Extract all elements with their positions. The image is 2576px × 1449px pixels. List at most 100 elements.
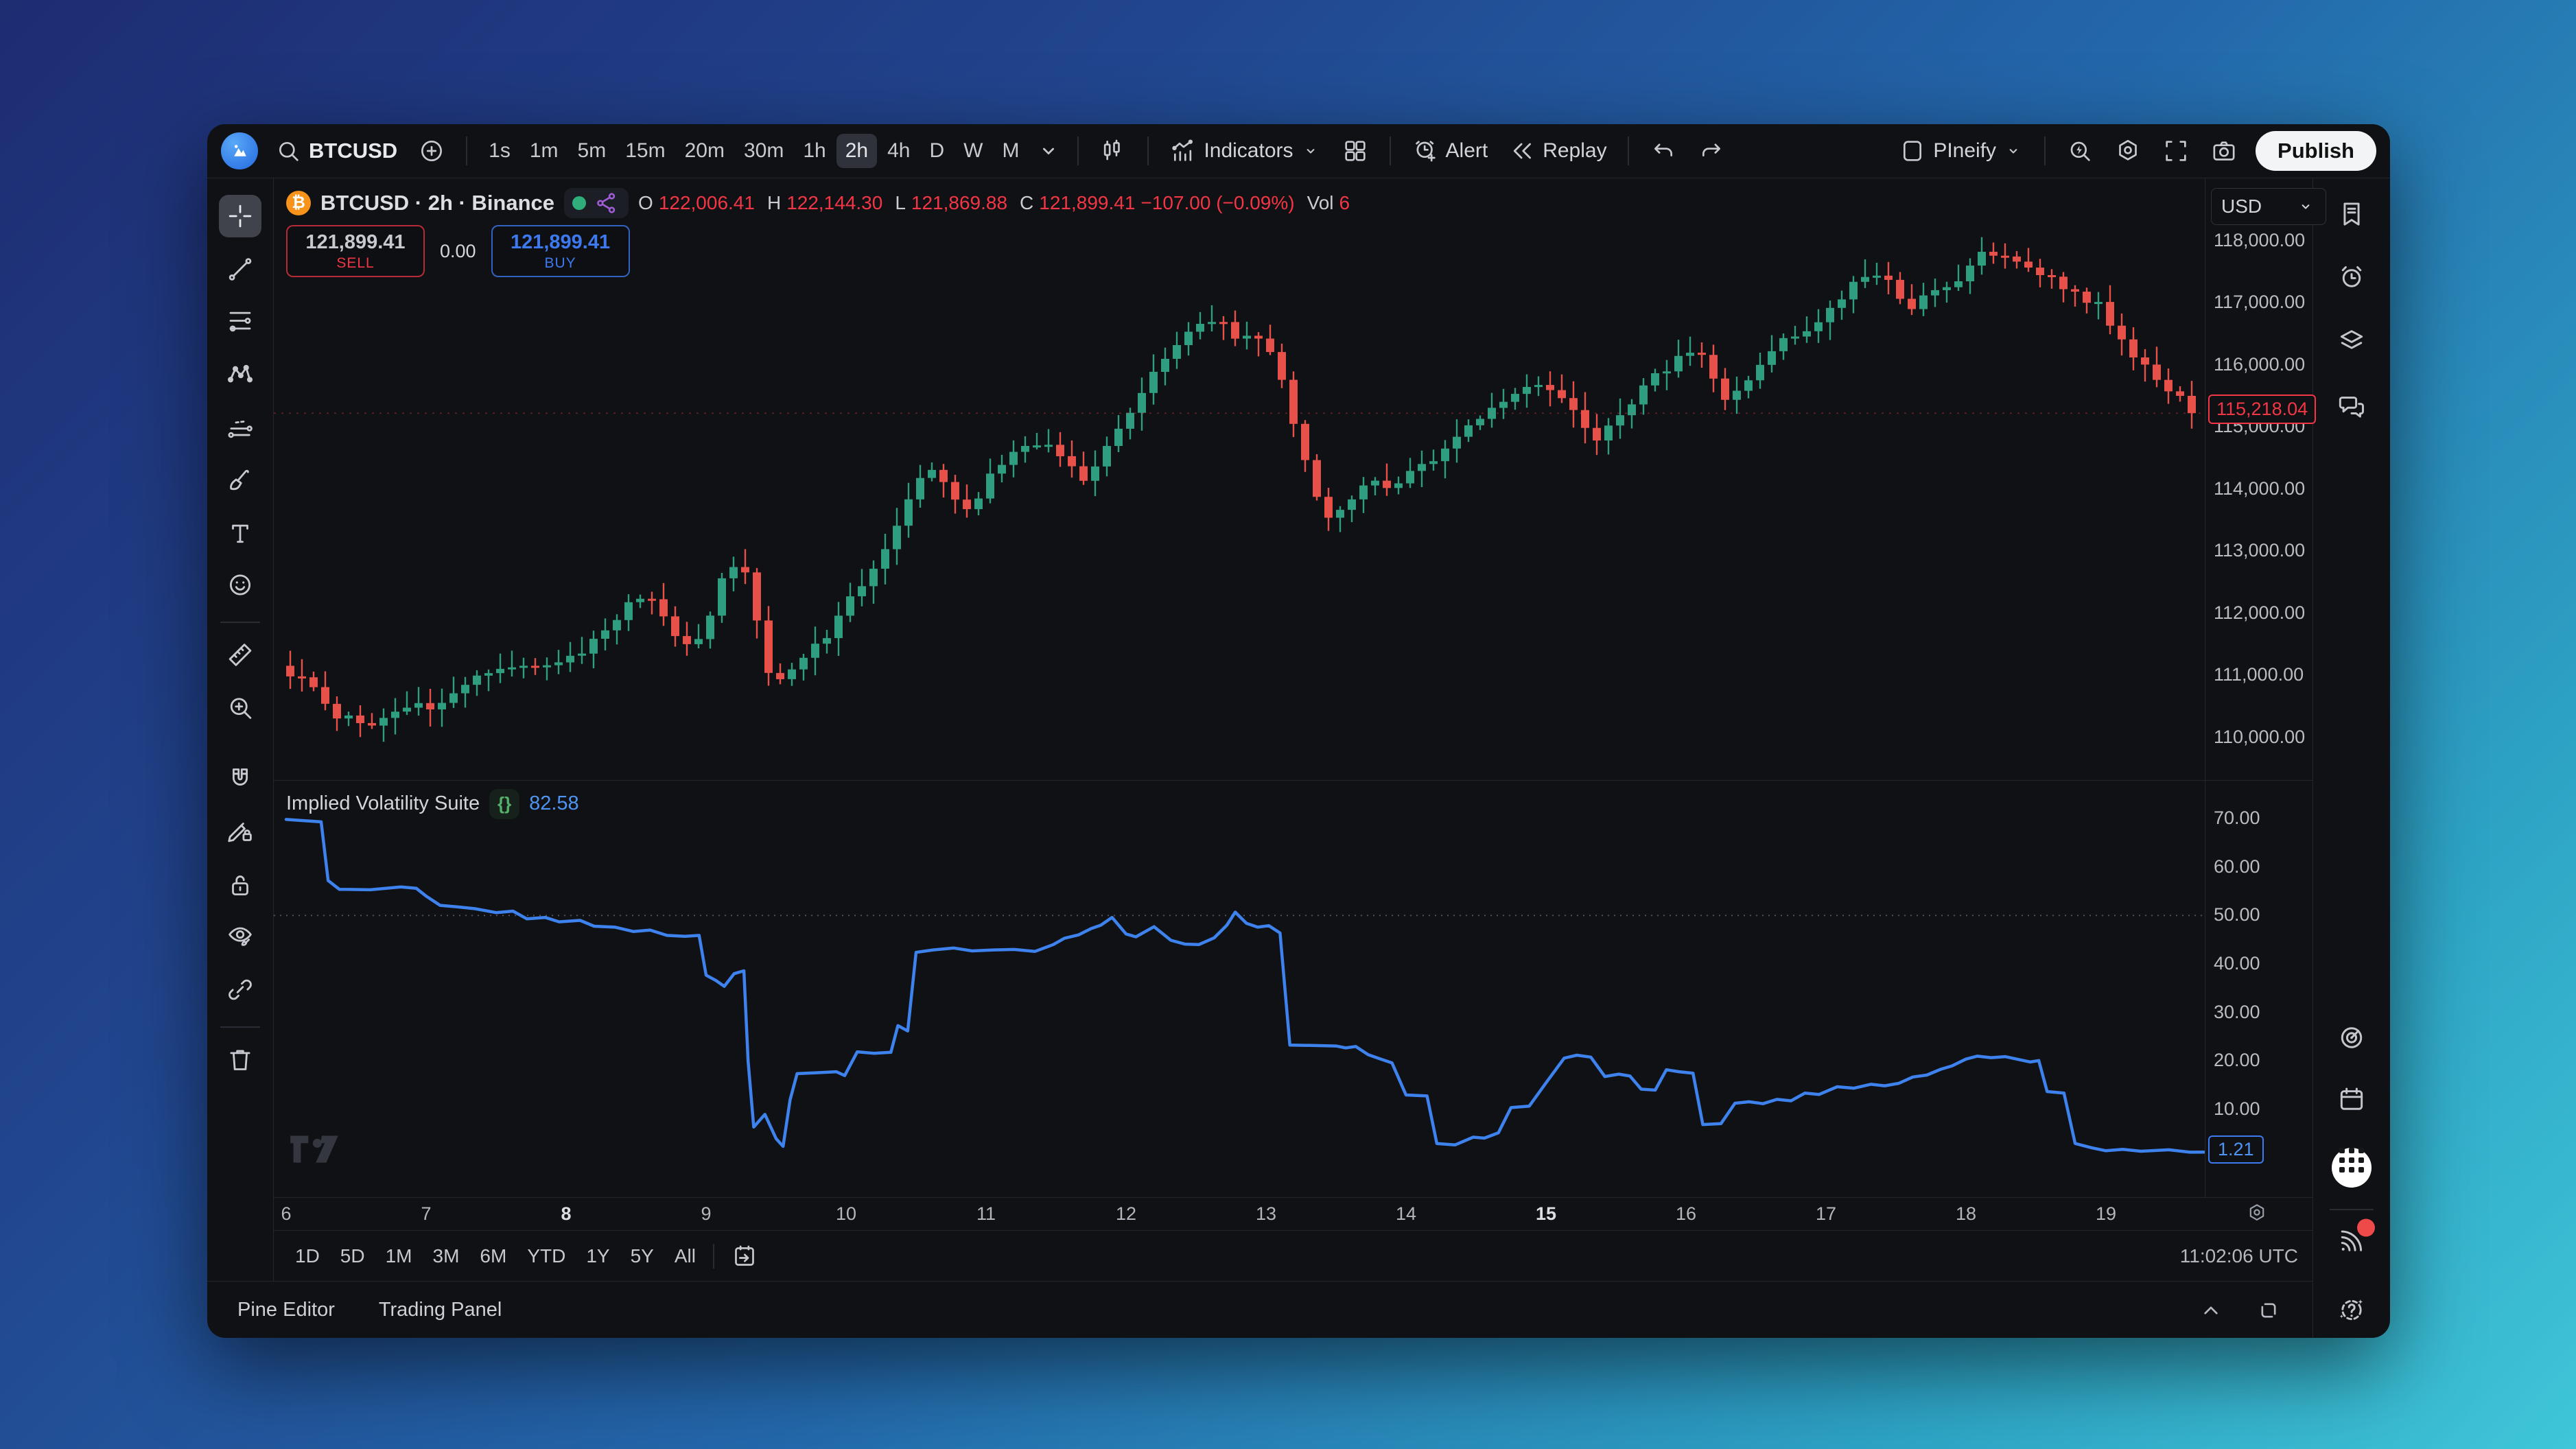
indicator-axis[interactable]: 1.21 70.00 60.00 50.00 40.00 30.00 20.00 10.00 — [2205, 780, 2313, 1198]
pine-source-icon[interactable]: {} — [489, 788, 520, 819]
range-5d[interactable]: 5D — [331, 1240, 374, 1273]
currency-dropdown[interactable]: USD — [2211, 188, 2326, 225]
restore-window-icon[interactable] — [2255, 1297, 2282, 1324]
indicator-tick: 20.00 — [2214, 1050, 2260, 1071]
timeframe-1s[interactable]: 1s — [480, 134, 519, 168]
range-1m[interactable]: 1M — [377, 1240, 421, 1273]
projection-tool[interactable] — [226, 413, 255, 445]
timeframe-15m[interactable]: 15m — [616, 134, 674, 168]
range-1y[interactable]: 1Y — [577, 1240, 618, 1273]
sidebar-help-button[interactable] — [2337, 1295, 2367, 1329]
drawing-mode-tool[interactable] — [226, 816, 255, 849]
buy-button[interactable]: 121,899.41 BUY — [491, 225, 630, 277]
timeframe-expand-button[interactable] — [1032, 132, 1065, 170]
clock[interactable]: 11:02:06 UTC — [2179, 1245, 2298, 1267]
toolbar-separator — [712, 1243, 714, 1269]
chart-style-button[interactable] — [1091, 132, 1135, 170]
timeframe-1h[interactable]: 1h — [794, 134, 834, 168]
hide-drawings-tool[interactable] — [226, 921, 255, 954]
range-5y[interactable]: 5Y — [622, 1240, 663, 1273]
lock-drawings-tool[interactable] — [226, 871, 255, 904]
pine-editor-tab[interactable]: Pine Editor — [237, 1299, 335, 1321]
trend-line-icon — [226, 255, 255, 284]
settings-button[interactable] — [2106, 132, 2150, 170]
fullscreen-button[interactable] — [2154, 132, 2198, 170]
go-to-date-button[interactable] — [723, 1237, 766, 1275]
indicator-pane[interactable]: Implied Volatility Suite {} 82.58 — [274, 781, 2205, 1197]
timeframe-2h[interactable]: 2h — [836, 134, 878, 168]
timeframe-20m[interactable]: 20m — [676, 134, 734, 168]
range-6m[interactable]: 6M — [471, 1240, 515, 1273]
symbol-title[interactable]: BTCUSD · 2h · Binance — [320, 191, 555, 215]
ruler-tool[interactable] — [226, 641, 255, 673]
redo-button[interactable] — [1689, 132, 1733, 170]
xabcd-pattern-tool[interactable] — [226, 360, 255, 392]
indicator-tick: 30.00 — [2214, 1001, 2260, 1022]
brush-icon — [226, 466, 255, 495]
app-logo-icon[interactable] — [221, 132, 258, 169]
timeframe-1m[interactable]: 1m — [521, 134, 567, 168]
sidebar-chat-button[interactable] — [2337, 391, 2367, 425]
indicator-name[interactable]: Implied Volatility Suite — [286, 792, 480, 815]
range-all[interactable]: All — [666, 1240, 705, 1273]
axis-settings-icon[interactable] — [2246, 1202, 2268, 1224]
btc-icon: ₿ — [286, 191, 311, 215]
price-chart-pane[interactable]: ₿ BTCUSD · 2h · Binance O 122,006.41 H 122… — [274, 178, 2205, 780]
time-axis[interactable]: 6 7 8 9 10 11 12 13 14 15 16 17 18 19 — [274, 1197, 2313, 1230]
zoom-in-tool[interactable] — [226, 694, 255, 726]
price-tick: 116,000.00 — [2214, 353, 2306, 375]
calendar-icon — [2337, 1085, 2367, 1115]
brush-tool[interactable] — [226, 466, 255, 498]
price-axis[interactable]: USD 115,218.04 118,000.00 117,000.00 116,0… — [2205, 178, 2326, 780]
trading-panel-tab[interactable]: Trading Panel — [378, 1299, 502, 1321]
sidebar-object-tree-button[interactable] — [2337, 326, 2367, 360]
magnet-tool[interactable] — [226, 765, 255, 797]
toolbar-separator — [2044, 137, 2046, 165]
price-tick: 114,000.00 — [2214, 478, 2306, 499]
sidebar-screener-button[interactable] — [2337, 1023, 2367, 1057]
indicator-templates-button[interactable] — [1333, 132, 1377, 170]
quick-search-button[interactable] — [2058, 132, 2102, 170]
layout-select-button[interactable]: PIneify — [1890, 132, 2032, 170]
sidebar-alerts-button[interactable] — [2337, 263, 2367, 296]
crosshair-tool[interactable] — [219, 195, 261, 237]
sidebar-calendar-button[interactable] — [2337, 1085, 2367, 1118]
timeframe-M[interactable]: M — [993, 134, 1028, 168]
text-tool[interactable] — [226, 519, 255, 552]
tradingview-watermark-icon — [289, 1134, 340, 1164]
alert-button[interactable]: Alert — [1403, 132, 1497, 170]
zoom-in-icon — [226, 694, 255, 722]
timeframe-W[interactable]: W — [955, 134, 992, 168]
compare-add-symbol-button[interactable] — [410, 132, 454, 170]
undo-button[interactable] — [1641, 132, 1685, 170]
publish-button[interactable]: Publish — [2256, 131, 2376, 171]
screenshot-button[interactable] — [2202, 132, 2246, 170]
fib-retracement-tool[interactable] — [226, 307, 255, 339]
timeframe-4h[interactable]: 4h — [878, 134, 919, 168]
expand-panel-icon[interactable] — [2197, 1297, 2225, 1324]
sidebar-watchlist-button[interactable] — [2337, 200, 2367, 233]
timeframe-5m[interactable]: 5m — [569, 134, 616, 168]
timeframe-list: 1s 1m 5m 15m 20m 30m 1h 2h 4h D W M — [480, 134, 1028, 168]
trash-tool[interactable] — [226, 1046, 255, 1078]
time-label-12: 12 — [1115, 1203, 1137, 1225]
sidebar-apps-grid-button[interactable] — [2332, 1148, 2372, 1188]
alert-label: Alert — [1445, 139, 1488, 162]
trend-line-tool[interactable] — [226, 255, 255, 287]
replay-button[interactable]: Replay — [1500, 132, 1615, 170]
symbol-search-button[interactable]: BTCUSD — [266, 132, 406, 170]
range-list: 1D 5D 1M 3M 6M YTD 1Y 5Y All — [286, 1240, 705, 1273]
range-ytd[interactable]: YTD — [518, 1240, 574, 1273]
sidebar-news-button[interactable] — [2337, 1218, 2375, 1260]
link-tool[interactable] — [226, 976, 255, 1008]
time-label-15: 15 — [1535, 1203, 1557, 1225]
indicators-button[interactable]: Indicators — [1161, 132, 1328, 170]
news-icon — [2337, 1218, 2375, 1256]
emoji-tool[interactable] — [226, 571, 255, 603]
sell-button[interactable]: 121,899.41 SELL — [286, 225, 425, 277]
fib-retracement-icon — [226, 307, 255, 335]
timeframe-D[interactable]: D — [920, 134, 953, 168]
timeframe-30m[interactable]: 30m — [735, 134, 793, 168]
range-1d[interactable]: 1D — [286, 1240, 329, 1273]
range-3m[interactable]: 3M — [424, 1240, 469, 1273]
